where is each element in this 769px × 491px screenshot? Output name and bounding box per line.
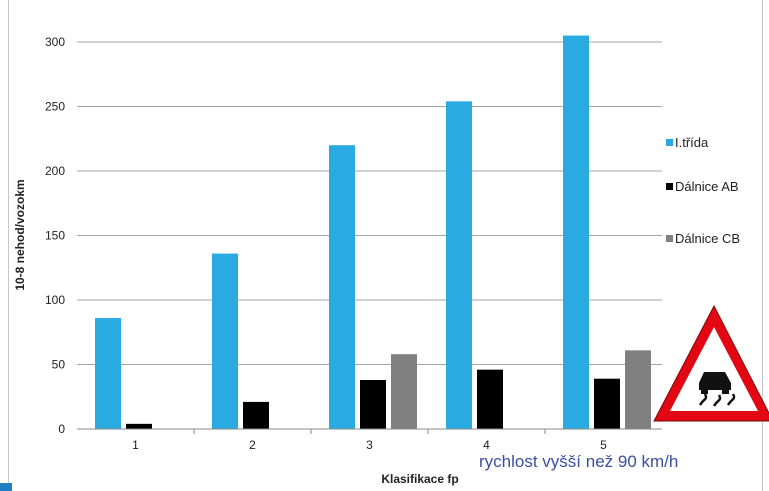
bar bbox=[212, 253, 238, 429]
bar bbox=[625, 350, 651, 429]
bar bbox=[477, 369, 503, 429]
y-tick-label: 300 bbox=[45, 35, 65, 49]
y-tick-label: 50 bbox=[52, 358, 66, 372]
y-axis-title: 10-8 nehod/vozokm bbox=[13, 179, 27, 290]
x-tick-label: 5 bbox=[600, 438, 607, 452]
legend: I.třída Dálnice AB Dálnice CB bbox=[666, 135, 740, 246]
legend-swatch bbox=[666, 139, 673, 146]
legend-label: I.třída bbox=[675, 135, 709, 150]
legend-label: Dálnice CB bbox=[675, 231, 740, 246]
y-axis-ticks: 0 50 100 150 200 250 300 bbox=[45, 35, 65, 436]
y-tick-label: 200 bbox=[45, 164, 65, 178]
x-tick-label: 3 bbox=[366, 438, 373, 452]
legend-label: Dálnice AB bbox=[675, 179, 739, 194]
slippery-road-warning-sign-icon bbox=[653, 304, 769, 422]
car-skidding-icon bbox=[698, 372, 736, 407]
bar bbox=[329, 145, 355, 429]
legend-swatch bbox=[666, 183, 673, 190]
bar bbox=[391, 354, 417, 429]
bars bbox=[95, 35, 651, 430]
y-tick-label: 250 bbox=[45, 100, 65, 114]
y-tick-label: 100 bbox=[45, 293, 65, 307]
gridlines bbox=[77, 41, 662, 365]
x-tick-label: 1 bbox=[132, 438, 139, 452]
bar bbox=[563, 35, 589, 430]
slide-frame bbox=[8, 0, 763, 491]
bar bbox=[446, 101, 472, 429]
bar bbox=[594, 378, 620, 429]
x-axis-ticks: 1 2 3 4 5 bbox=[132, 429, 607, 452]
bar bbox=[243, 401, 269, 429]
bar bbox=[360, 379, 386, 429]
x-axis-title: Klasifikace fp bbox=[381, 472, 458, 486]
x-tick-label: 2 bbox=[249, 438, 256, 452]
corner-accent bbox=[0, 483, 12, 491]
bar bbox=[126, 423, 152, 429]
speed-annotation: rychlost vyšší než 90 km/h bbox=[479, 452, 678, 471]
bar bbox=[95, 318, 121, 429]
legend-swatch bbox=[666, 235, 673, 242]
x-tick-label: 4 bbox=[483, 438, 490, 452]
y-tick-label: 150 bbox=[45, 229, 65, 243]
y-tick-label: 0 bbox=[58, 422, 65, 436]
